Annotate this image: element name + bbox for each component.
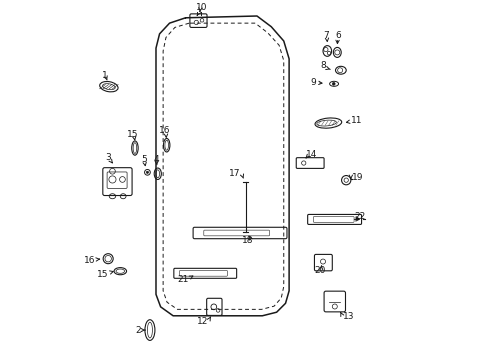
Text: 5: 5 xyxy=(141,155,146,164)
Text: 11: 11 xyxy=(350,116,362,125)
Text: 14: 14 xyxy=(305,150,317,159)
Text: 10: 10 xyxy=(196,3,207,12)
Text: 1: 1 xyxy=(102,71,107,80)
Text: 3: 3 xyxy=(105,153,111,162)
Text: 17: 17 xyxy=(229,168,241,177)
Text: 15: 15 xyxy=(97,270,108,279)
Text: 22: 22 xyxy=(354,212,365,221)
Text: 2: 2 xyxy=(135,325,141,334)
Text: 16: 16 xyxy=(159,126,170,135)
Circle shape xyxy=(332,82,334,85)
Text: 19: 19 xyxy=(351,173,362,182)
Text: 21: 21 xyxy=(178,275,189,284)
Text: 13: 13 xyxy=(342,312,353,321)
Circle shape xyxy=(146,171,148,174)
Text: 18: 18 xyxy=(242,237,253,246)
Text: 7: 7 xyxy=(323,31,328,40)
Text: 9: 9 xyxy=(309,78,315,87)
Text: 20: 20 xyxy=(314,266,325,275)
Text: 8: 8 xyxy=(320,62,326,71)
Text: 15: 15 xyxy=(127,130,139,139)
Text: 16: 16 xyxy=(83,256,95,265)
Text: 6: 6 xyxy=(334,31,340,40)
Text: 4: 4 xyxy=(153,155,159,164)
Text: 12: 12 xyxy=(196,317,208,326)
